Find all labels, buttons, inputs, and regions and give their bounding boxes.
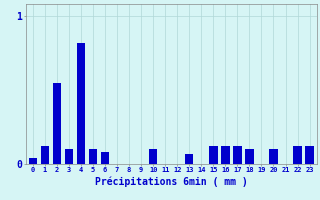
Bar [209, 146, 218, 164]
Bar [65, 149, 73, 164]
Bar [41, 146, 49, 164]
X-axis label: Précipitations 6min ( mm ): Précipitations 6min ( mm ) [95, 176, 248, 187]
Bar [185, 154, 194, 164]
Bar [101, 152, 109, 164]
Bar [221, 146, 229, 164]
Bar [53, 83, 61, 164]
Bar [89, 149, 97, 164]
Bar [293, 146, 302, 164]
Bar [77, 43, 85, 164]
Bar [28, 158, 37, 164]
Bar [245, 149, 254, 164]
Bar [305, 146, 314, 164]
Bar [233, 146, 242, 164]
Bar [149, 149, 157, 164]
Bar [269, 149, 278, 164]
